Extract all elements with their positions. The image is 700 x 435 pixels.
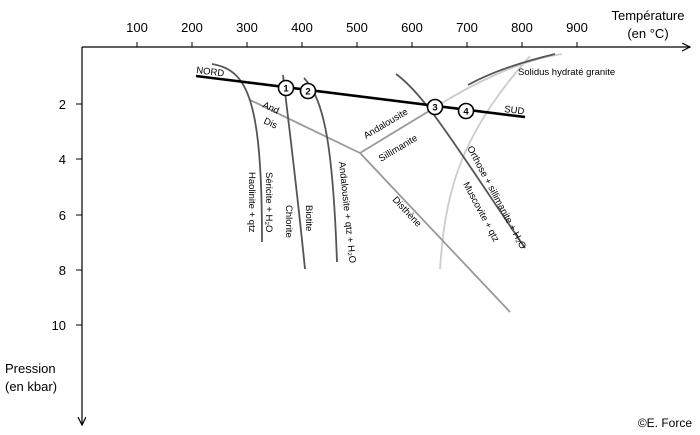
x-tick-labels: 100 200 300 400 500 600 700 800 900 [126,20,588,35]
y-tick-label: 2 [59,97,66,112]
x-tick-label: 100 [126,20,148,35]
x-tick-label: 300 [236,20,258,35]
andalousite-qtz-label: Andalousite + qtz + H₂O [336,161,358,264]
solidus-curve [439,55,531,270]
credit-text: ©E. Force [638,416,693,430]
profile-line [195,74,526,119]
y-axis-unit: (en kbar) [5,379,57,394]
svg-text:3: 3 [432,103,437,114]
y-ticks [76,103,82,326]
x-axis-unit: (en °C) [627,26,668,41]
and-dis-line [249,99,361,154]
svg-text:2: 2 [305,87,310,98]
svg-text:1: 1 [283,84,289,95]
y-tick-label: 10 [52,318,66,333]
profile-point: 1 [277,79,295,97]
and-sil-line [359,107,435,154]
chlorite-label: Chlorite [283,205,294,238]
y-tick-label: 4 [59,152,66,167]
sericite-label: Séricite + H₂O [263,172,274,232]
disthene-label: Disthène [390,195,424,230]
kaolinite-label: Haolinite + qtz [246,172,257,233]
x-ticks [136,42,578,47]
orthose-curve [467,53,556,86]
kaolinite-curve [211,63,263,243]
solidus-label: Solidus hydraté granite [518,67,615,78]
biotite-curve [303,77,338,263]
profile-point: 2 [299,82,317,100]
y-axis-title: Pression [5,361,56,376]
muscovite-curve [395,73,526,249]
x-tick-label: 200 [181,20,203,35]
x-tick-label: 600 [401,20,423,35]
svg-text:4: 4 [463,107,469,118]
chlorite-curve [282,74,306,270]
y-tick-labels: 2 4 6 8 10 [52,97,66,333]
x-tick-label: 800 [511,20,533,35]
y-tick-label: 8 [59,263,66,278]
dis-sil-line [359,152,511,313]
x-tick-label: 700 [456,20,478,35]
y-tick-label: 6 [59,208,66,223]
x-axis-title: Température [612,8,685,23]
dis-short-label: Dis [262,116,279,132]
profile-point: 4 [457,102,475,120]
upper-light-curve [433,53,563,109]
profile-end-label: SUD [504,104,525,117]
biotite-label: Biotite [303,205,314,231]
x-tick-label: 400 [291,20,313,35]
x-tick-label: 900 [566,20,588,35]
sillimanite-label: Sillimanite [377,133,420,165]
profile-start-label: NORD [196,65,225,79]
profile-point: 3 [426,98,444,116]
x-tick-label: 500 [346,20,368,35]
